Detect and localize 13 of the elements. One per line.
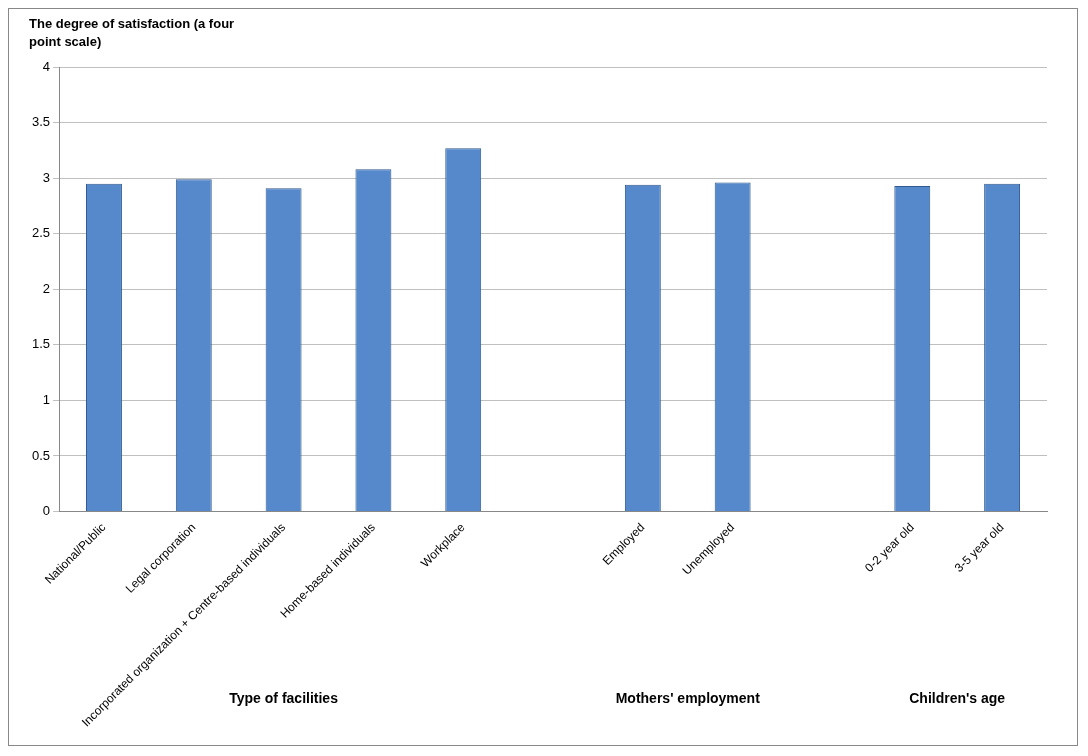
y-axis-title: The degree of satisfaction (a four point scale) [29,15,236,51]
y-tick-label: 0.5 [31,447,51,463]
y-tick-label: 3.5 [31,114,51,130]
text: Mothers' employment [615,690,761,707]
y-tick-label: 1.5 [31,336,51,352]
y-tick-label: 3 [42,169,51,185]
y-tick-label: 0 [42,503,51,519]
text: Type of facilities [229,690,339,707]
y-tick-label: 2.5 [31,225,51,241]
text: Children's age [909,690,1006,707]
y-tick-label: 2 [42,280,51,296]
y-tick-label: 1 [42,391,51,407]
y-tick-label: 4 [42,58,51,74]
